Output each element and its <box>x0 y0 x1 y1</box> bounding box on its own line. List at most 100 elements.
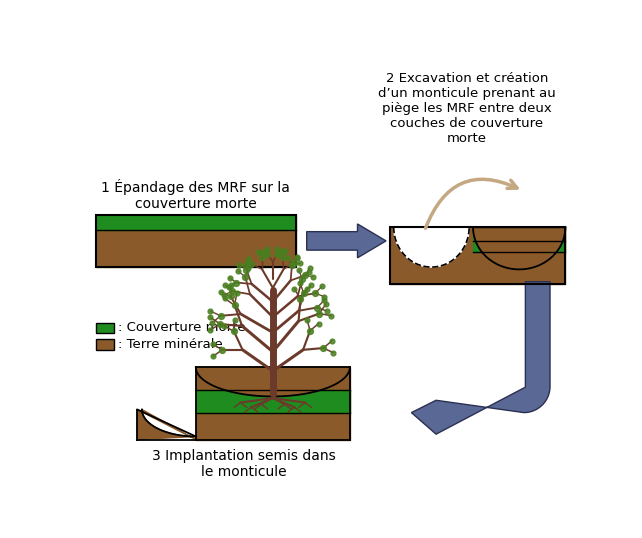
Point <box>263 250 273 258</box>
Point <box>289 259 299 267</box>
Polygon shape <box>473 227 566 241</box>
Text: : Terre minérale: : Terre minérale <box>118 338 223 351</box>
Point <box>291 254 302 263</box>
Text: 2 Excavation et création
d’un monticule prenant au
piège les MRF entre deux
couc: 2 Excavation et création d’un monticule … <box>378 72 556 145</box>
Point <box>217 345 227 354</box>
Bar <box>96 322 114 333</box>
Point <box>215 287 225 296</box>
Point <box>287 261 297 270</box>
Point <box>314 309 324 318</box>
Polygon shape <box>307 224 386 258</box>
Point <box>224 282 234 291</box>
Polygon shape <box>196 367 350 397</box>
Polygon shape <box>196 390 350 413</box>
Point <box>308 272 318 281</box>
Point <box>328 349 338 357</box>
Point <box>277 247 287 256</box>
Point <box>234 260 245 269</box>
Polygon shape <box>96 230 296 267</box>
Point <box>277 253 288 261</box>
Point <box>299 288 309 297</box>
Point <box>257 253 267 261</box>
Point <box>232 266 243 275</box>
Point <box>313 319 324 328</box>
Point <box>205 326 215 335</box>
Point <box>306 281 316 290</box>
Point <box>305 264 315 273</box>
Text: 1 Épandage des MRF sur la
couverture morte: 1 Épandage des MRF sur la couverture mor… <box>101 179 290 211</box>
Point <box>207 340 218 349</box>
Point <box>290 285 300 293</box>
Point <box>219 322 229 330</box>
Point <box>205 313 216 322</box>
Point <box>317 282 327 291</box>
Point <box>272 244 282 253</box>
Point <box>280 247 290 256</box>
Point <box>220 294 230 303</box>
Text: : Couverture morte: : Couverture morte <box>118 321 246 335</box>
Point <box>240 273 250 281</box>
Point <box>318 344 329 352</box>
Point <box>243 263 253 272</box>
Point <box>227 287 238 295</box>
Point <box>272 249 282 258</box>
Point <box>207 318 217 327</box>
Point <box>319 296 329 305</box>
Text: 3 Implantation semis dans
le monticule: 3 Implantation semis dans le monticule <box>152 449 335 479</box>
Point <box>218 291 229 300</box>
Point <box>257 248 268 257</box>
Polygon shape <box>196 367 350 440</box>
Point <box>230 316 240 324</box>
Polygon shape <box>412 282 550 434</box>
Point <box>262 245 272 253</box>
Polygon shape <box>394 227 469 267</box>
Point <box>312 303 322 312</box>
Point <box>229 327 239 336</box>
Point <box>260 247 270 256</box>
Point <box>216 312 226 320</box>
Point <box>225 281 236 289</box>
Point <box>304 268 314 277</box>
Bar <box>390 227 566 284</box>
FancyArrowPatch shape <box>426 179 517 228</box>
Point <box>297 275 308 284</box>
Point <box>229 301 239 310</box>
Point <box>300 271 310 280</box>
Point <box>302 285 313 294</box>
Polygon shape <box>390 227 566 284</box>
Point <box>220 281 230 289</box>
Polygon shape <box>473 241 566 252</box>
Point <box>282 254 293 263</box>
Point <box>326 312 336 320</box>
Point <box>232 289 242 298</box>
Bar <box>96 339 114 350</box>
Point <box>321 299 331 308</box>
Point <box>273 248 284 257</box>
Point <box>319 292 329 301</box>
Point <box>327 337 337 345</box>
Polygon shape <box>96 215 296 230</box>
Point <box>231 278 241 287</box>
Point <box>243 254 253 263</box>
Point <box>293 266 304 274</box>
Point <box>291 253 302 261</box>
Point <box>225 292 236 301</box>
Point <box>241 265 252 274</box>
Point <box>322 307 332 315</box>
Bar <box>96 215 296 267</box>
Point <box>305 327 315 335</box>
Point <box>239 261 250 270</box>
Point <box>225 273 235 282</box>
Point <box>295 295 306 303</box>
Point <box>253 247 263 256</box>
Polygon shape <box>473 227 566 270</box>
Point <box>310 289 320 298</box>
Point <box>243 257 253 266</box>
Point <box>302 316 312 324</box>
Point <box>215 320 225 328</box>
Point <box>246 260 256 268</box>
Point <box>205 307 216 315</box>
Point <box>208 352 218 360</box>
Polygon shape <box>137 409 196 440</box>
Point <box>295 259 306 267</box>
